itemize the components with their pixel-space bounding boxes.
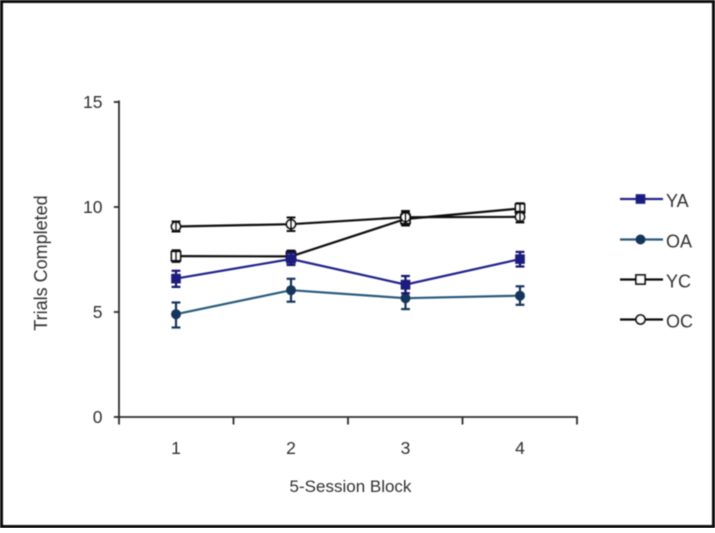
svg-text:10: 10 bbox=[83, 197, 103, 217]
svg-text:OA: OA bbox=[666, 232, 692, 252]
svg-text:4: 4 bbox=[515, 438, 525, 458]
svg-text:5-Session Block: 5-Session Block bbox=[290, 477, 412, 496]
svg-text:YA: YA bbox=[666, 191, 689, 211]
svg-text:0: 0 bbox=[93, 407, 103, 427]
svg-text:5: 5 bbox=[93, 302, 103, 322]
svg-text:1: 1 bbox=[171, 438, 181, 458]
svg-text:YC: YC bbox=[666, 272, 691, 292]
svg-text:2: 2 bbox=[286, 438, 296, 458]
svg-text:Trials Completed: Trials Completed bbox=[31, 195, 51, 330]
svg-text:OC: OC bbox=[666, 312, 693, 332]
svg-text:15: 15 bbox=[83, 92, 102, 112]
svg-text:3: 3 bbox=[401, 438, 411, 458]
